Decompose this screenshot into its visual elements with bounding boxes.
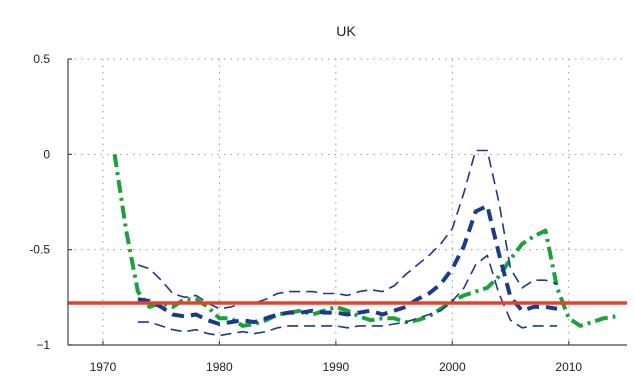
series-lines <box>112 149 616 337</box>
y-tick-label: 0 <box>43 147 50 161</box>
y-tick-label: 0.5 <box>33 52 50 66</box>
x-tick-label: 1970 <box>90 360 117 374</box>
y-tick-label: −1 <box>36 338 50 352</box>
chart-title: UK <box>336 23 356 39</box>
x-tick-label: 1990 <box>323 360 350 374</box>
x-tick-label: 2000 <box>439 360 466 374</box>
x-tick-label: 1980 <box>206 360 233 374</box>
series-line-1 <box>112 153 616 328</box>
x-tick-label: 2010 <box>555 360 582 374</box>
series-line-3 <box>137 149 558 310</box>
y-tick-label: -0.5 <box>29 243 50 257</box>
grid <box>68 58 627 345</box>
tick-labels: 1970 1980 1990 2000 2010 0.5 0 -0.5 −1 <box>29 52 582 374</box>
series-line-2 <box>137 203 558 326</box>
axes <box>67 58 627 346</box>
series-line-4 <box>137 254 558 337</box>
